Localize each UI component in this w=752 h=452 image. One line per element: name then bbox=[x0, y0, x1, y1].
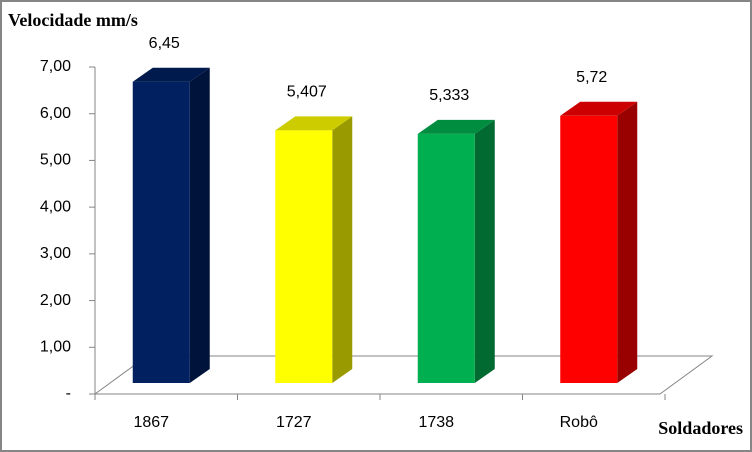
value-label: 5,333 bbox=[429, 87, 469, 104]
x-tick-label: 1867 bbox=[133, 414, 169, 431]
y-tick-label: 2,00 bbox=[40, 292, 71, 309]
value-label: 5,407 bbox=[287, 84, 327, 101]
y-tick-label: 6,00 bbox=[40, 105, 71, 122]
x-axis-title: Soldadores bbox=[658, 418, 743, 438]
bar-top bbox=[132, 67, 210, 82]
x-tick-label: 1738 bbox=[418, 414, 454, 431]
bar-side bbox=[332, 116, 353, 383]
x-tick-label: 1727 bbox=[276, 414, 312, 431]
value-label: 6,45 bbox=[149, 35, 180, 52]
y-tick-label: 7,00 bbox=[40, 58, 71, 75]
value-label: 5,72 bbox=[576, 69, 607, 86]
y-tick-label: - bbox=[66, 385, 71, 402]
y-tick-label: 1,00 bbox=[40, 339, 71, 356]
bar-top bbox=[417, 119, 495, 134]
bar-side bbox=[474, 119, 495, 383]
y-tick-label: 3,00 bbox=[40, 245, 71, 262]
bar-top bbox=[560, 101, 638, 116]
y-tick-label: 4,00 bbox=[40, 198, 71, 215]
x-tick-label: Robô bbox=[560, 414, 598, 431]
bar-side bbox=[617, 101, 638, 384]
y-axis-title: Velocidade mm/s bbox=[8, 10, 138, 30]
bar bbox=[560, 115, 618, 384]
bar-side bbox=[189, 67, 210, 383]
bar bbox=[417, 133, 475, 383]
y-tick-label: 5,00 bbox=[40, 152, 71, 169]
floor bbox=[93, 355, 714, 395]
bar-top bbox=[275, 116, 353, 131]
bar bbox=[275, 130, 333, 383]
bar bbox=[132, 81, 190, 383]
